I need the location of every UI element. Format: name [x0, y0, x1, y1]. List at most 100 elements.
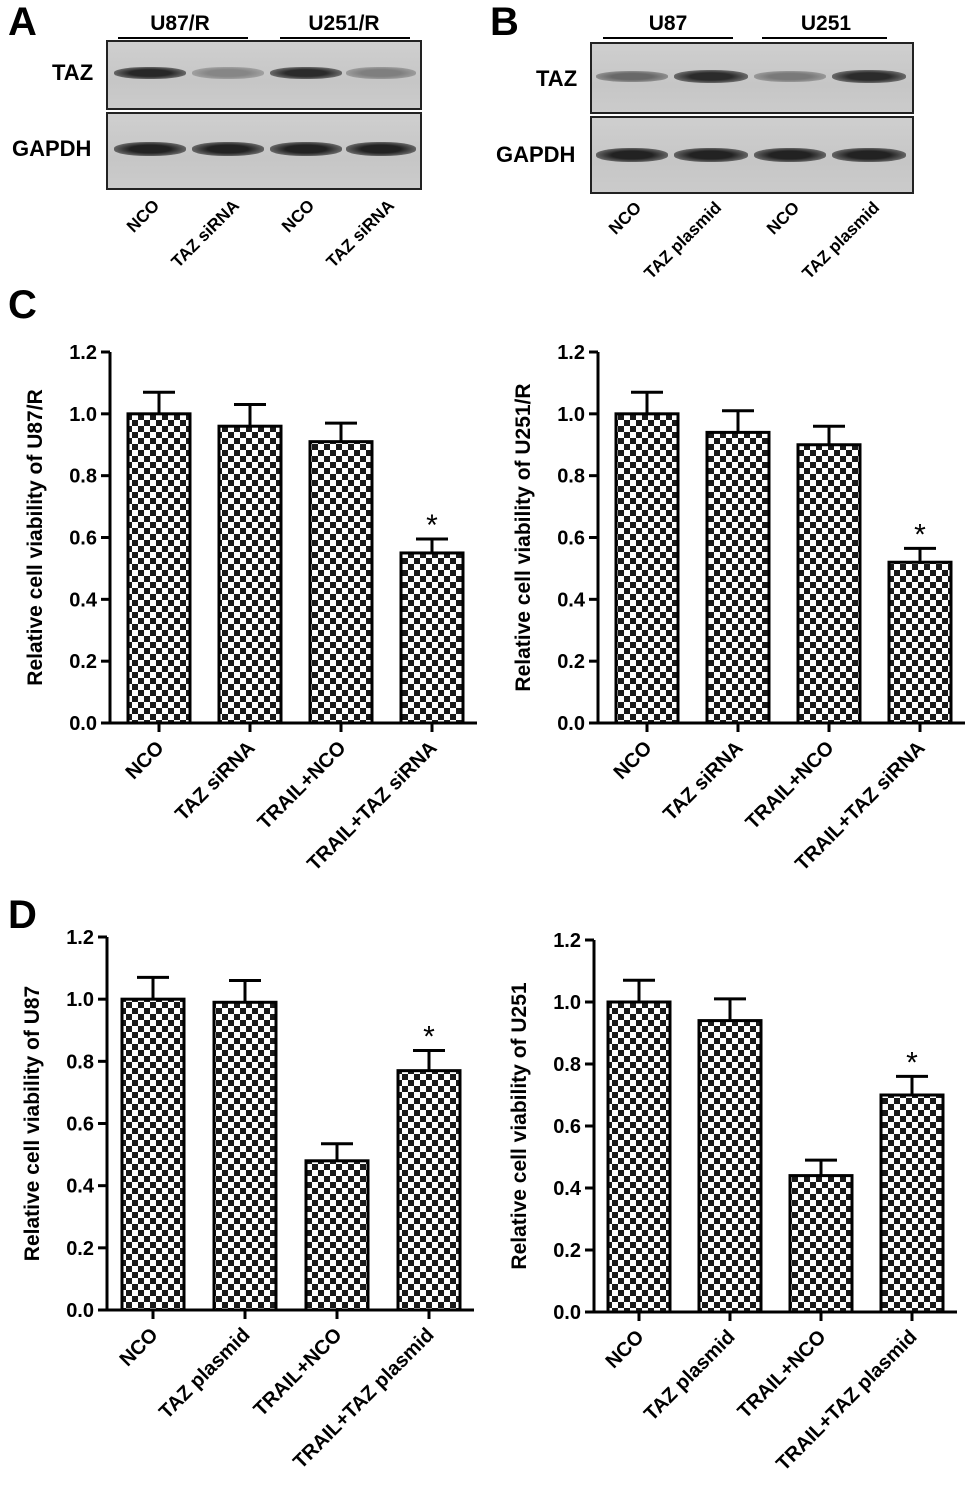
gapdh-band — [832, 148, 906, 162]
taz-blot-strip — [106, 40, 422, 110]
y-tick-label: 0.2 — [66, 1238, 94, 1260]
y-tick-label: 0.0 — [69, 713, 97, 735]
gapdh-band — [270, 142, 342, 156]
y-tick-label: 1.0 — [69, 404, 97, 426]
chart-c-right: 0.0 0.2 0.4 0.6 0.8 1.0 1.2 Relative cell viabi… — [512, 342, 965, 875]
y-tick-label: 1.0 — [553, 992, 581, 1014]
y-tick-label: 1.2 — [557, 342, 585, 364]
taz-blot-strip — [590, 42, 914, 114]
bar — [399, 551, 465, 725]
panel-letter-d: D — [8, 893, 37, 937]
gapdh-band — [192, 142, 264, 156]
x-tick-label: TAZ plasmid — [155, 1324, 254, 1423]
row-label-taz: TAZ — [52, 60, 94, 85]
group-underline — [603, 37, 733, 39]
y-axis-label: Relative cell viability of U251 — [508, 982, 531, 1269]
bar — [887, 560, 953, 725]
x-tick-label: TAZ siRNA — [659, 737, 747, 825]
bar — [614, 412, 680, 725]
x-tick-label: TAZ siRNA — [171, 737, 259, 825]
gapdh-band — [596, 148, 668, 162]
y-axis-label: Relative cell viability of U87/R — [24, 389, 47, 685]
panel-letter-b: B — [490, 0, 519, 44]
y-tick-label: 0.4 — [557, 589, 586, 611]
y-axis-label: Relative cell viability of U251/R — [512, 383, 535, 691]
x-tick-label: NCO — [116, 1324, 163, 1371]
taz-band — [754, 71, 826, 82]
y-tick-label: 0.8 — [66, 1051, 94, 1073]
bar — [606, 1000, 672, 1314]
y-tick-label: 0.0 — [66, 1300, 94, 1322]
taz-band — [270, 67, 342, 79]
significance-marker: * — [914, 518, 926, 551]
significance-marker: * — [423, 1020, 435, 1053]
panel-letter-a: A — [8, 0, 37, 44]
x-tick-label: TAZ plasmid — [640, 1326, 739, 1425]
group-underline — [118, 37, 248, 39]
bar — [697, 1019, 763, 1314]
y-tick-label: 0.2 — [553, 1240, 581, 1262]
y-tick-label: 0.0 — [557, 713, 585, 735]
taz-band — [192, 67, 264, 79]
chart-d-right: 0.0 0.2 0.4 0.6 0.8 1.0 1.2 Relative cell viabi… — [508, 930, 957, 1475]
y-tick-label: 0.2 — [557, 651, 585, 673]
western-blot-b: U87 U251 TAZ GAPDH NCO TAZ plasmid NCO T… — [480, 0, 977, 290]
group-label: U251 — [800, 12, 852, 35]
bar — [308, 440, 374, 725]
bar — [705, 430, 771, 725]
gapdh-blot-strip — [106, 112, 422, 190]
y-tick-label: 0.4 — [553, 1178, 582, 1200]
group-underline — [280, 37, 410, 39]
group-underline — [762, 37, 887, 39]
taz-band — [346, 67, 416, 79]
y-tick-label: 0.4 — [69, 589, 98, 611]
x-tick-label: TRAIL+NCO — [254, 737, 351, 834]
row-label-gapdh: GAPDH — [496, 142, 576, 167]
group-label: U87/R — [150, 12, 210, 35]
panel-letter-c: C — [8, 283, 37, 327]
bar — [217, 424, 283, 725]
bar — [396, 1069, 462, 1312]
taz-band — [832, 70, 906, 83]
group-label: U251/R — [308, 12, 380, 35]
y-tick-label: 0.6 — [69, 528, 97, 550]
taz-band — [674, 70, 748, 83]
y-axis-label: Relative cell viability of U87 — [21, 986, 44, 1261]
y-tick-label: 1.2 — [66, 927, 94, 949]
group-label: U87 — [648, 12, 688, 35]
bar — [120, 997, 186, 1312]
y-tick-label: 0.6 — [66, 1114, 94, 1136]
y-tick-label: 0.6 — [553, 1116, 581, 1138]
significance-marker: * — [426, 509, 438, 542]
gapdh-band — [674, 148, 748, 162]
row-label-gapdh: GAPDH — [12, 136, 92, 161]
x-tick-label: TRAIL+NCO — [250, 1324, 347, 1421]
bar — [788, 1174, 854, 1314]
bar — [212, 1000, 278, 1312]
bar — [796, 443, 862, 725]
y-tick-label: 0.0 — [553, 1302, 581, 1324]
y-tick-label: 1.0 — [66, 989, 94, 1011]
y-tick-label: 1.2 — [553, 930, 581, 952]
gapdh-blot-strip — [590, 116, 914, 194]
y-tick-label: 1.2 — [69, 342, 97, 364]
x-tick-label: NCO — [122, 737, 169, 784]
gapdh-band — [346, 142, 416, 156]
y-tick-label: 0.8 — [69, 466, 97, 488]
y-tick-label: 1.0 — [557, 404, 585, 426]
gapdh-band — [114, 142, 186, 156]
y-tick-label: 0.8 — [557, 466, 585, 488]
x-tick-label: TRAIL+NCO — [734, 1326, 831, 1423]
y-tick-label: 0.4 — [66, 1176, 95, 1198]
chart-d-left: 0.0 0.2 0.4 0.6 0.8 1.0 1.2 Relative cell viabi… — [21, 927, 474, 1473]
bar — [126, 412, 192, 725]
x-tick-label: TRAIL+NCO — [742, 737, 839, 834]
significance-marker: * — [906, 1046, 918, 1079]
y-tick-label: 0.6 — [557, 528, 585, 550]
x-tick-label: NCO — [610, 737, 657, 784]
chart-c-left: 0.0 0.2 0.4 0.6 0.8 1.0 1.2 Relative cell viabi… — [24, 342, 477, 875]
y-tick-label: 0.2 — [69, 651, 97, 673]
y-tick-label: 0.8 — [553, 1054, 581, 1076]
taz-band — [114, 67, 186, 79]
